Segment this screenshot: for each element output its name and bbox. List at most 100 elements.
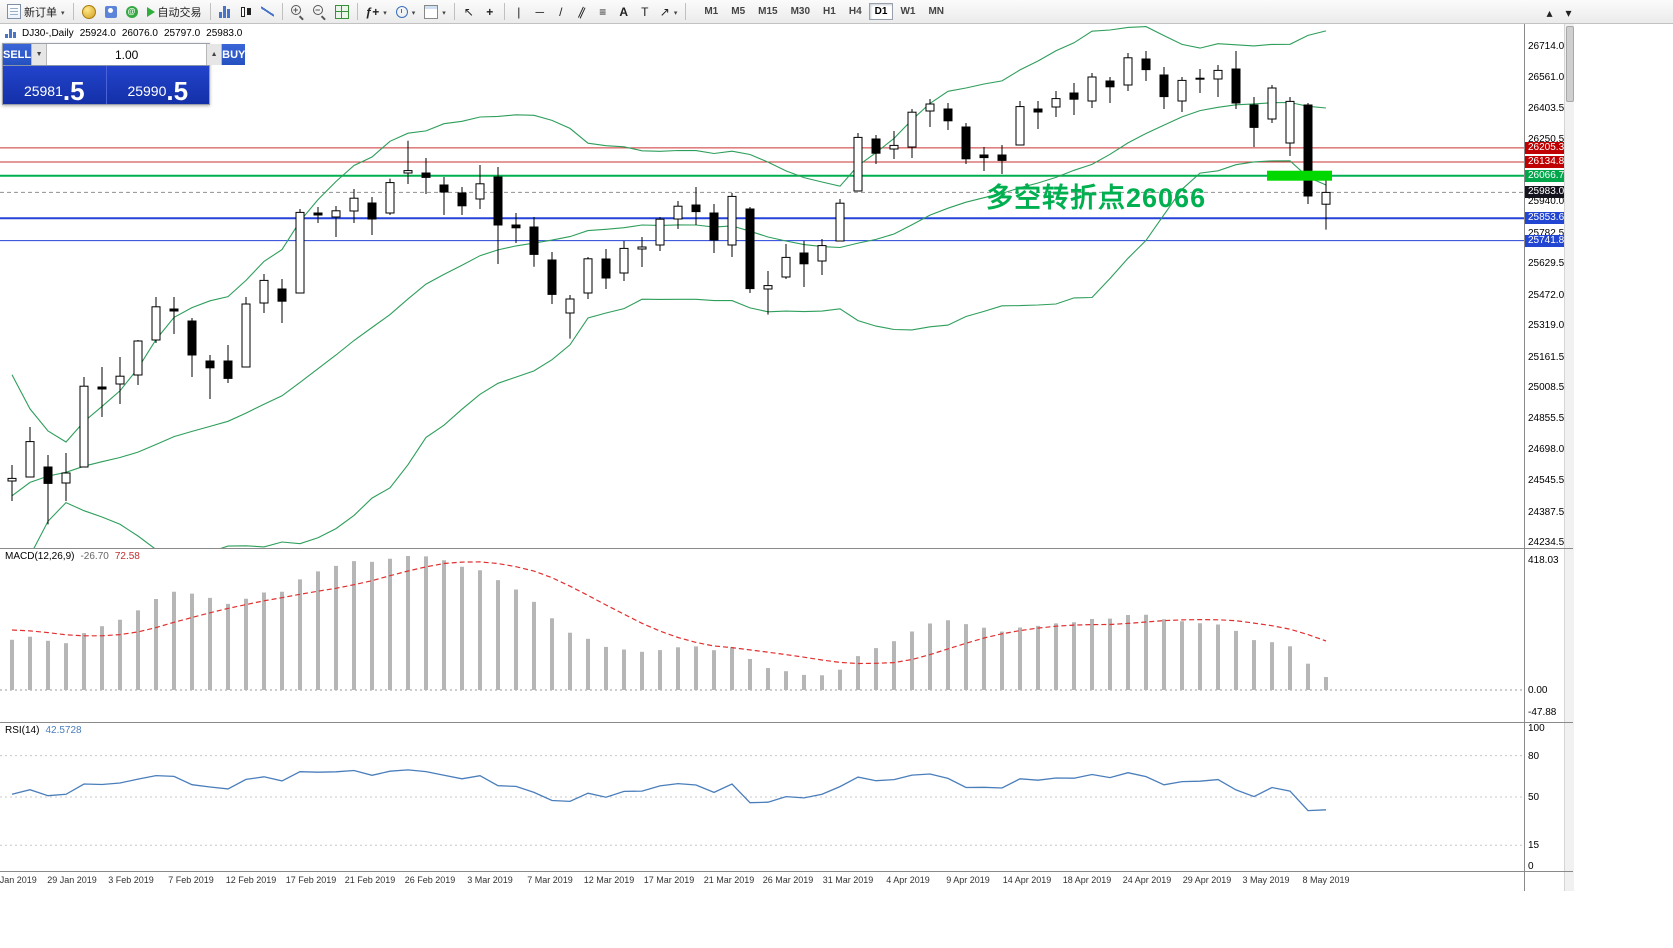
- macd-axis-label: 418.03: [1528, 555, 1559, 566]
- candle: [1015, 101, 1025, 146]
- toolbar-separator: [281, 3, 283, 20]
- autotrading-button[interactable]: 自动交易: [143, 2, 206, 22]
- channel-button[interactable]: ∥: [572, 2, 592, 22]
- volume-input[interactable]: [47, 44, 207, 65]
- candle: [133, 340, 143, 385]
- toolbar-menu-button[interactable]: ▾: [1561, 3, 1576, 23]
- date-axis[interactable]: 24 Jan 2019 29 Jan 2019 3 Feb 2019 7 Feb 20…: [0, 871, 1524, 891]
- timeframe-D1[interactable]: D1: [868, 3, 894, 20]
- sell-price-main: 25981: [23, 83, 63, 99]
- vertical-scrollbar[interactable]: [1564, 24, 1574, 891]
- candle: [1141, 51, 1151, 81]
- main-chart-panel[interactable]: DJ30-,Daily 25924.0 26076.0 25797.0 2598…: [0, 24, 1524, 548]
- candle: [1033, 101, 1043, 129]
- templates-button[interactable]: [420, 2, 450, 22]
- rsi-panel[interactable]: RSI(14) 42.5728: [0, 722, 1524, 871]
- panel-separator[interactable]: [0, 548, 1573, 549]
- candle: [1159, 67, 1169, 109]
- label-tool-button[interactable]: T: [635, 2, 655, 22]
- pivot-highlight-bar[interactable]: [1267, 170, 1332, 181]
- candlestick-button[interactable]: [236, 2, 256, 22]
- quotes-button[interactable]: [78, 2, 100, 22]
- date-label: 21 Feb 2019: [344, 875, 396, 885]
- chart-icon: [5, 29, 16, 38]
- line-chart-button[interactable]: [257, 2, 278, 22]
- date-label: 7 Mar 2019: [527, 875, 573, 885]
- price-label: 24855.5: [1528, 413, 1565, 424]
- symbol-info: DJ30-,Daily 25924.0 26076.0 25797.0 2598…: [5, 28, 242, 39]
- price-label: 24234.5: [1528, 537, 1565, 548]
- timeframe-M5[interactable]: M5: [725, 3, 751, 20]
- candle: [79, 377, 89, 468]
- price-axis[interactable]: 26714.0 26561.0 26403.5 26250.5 25940.0 25782…: [1524, 24, 1565, 891]
- scrollbar-thumb[interactable]: [1566, 26, 1574, 102]
- candle: [889, 131, 899, 159]
- ohlc-close: 25983.0: [206, 28, 243, 39]
- candle: [403, 140, 413, 184]
- timeframe-H1[interactable]: H1: [817, 3, 842, 20]
- rsi-chart: [0, 755, 1524, 846]
- toolbar-overflow: ▴ ▾: [1542, 3, 1576, 23]
- price-label: 25319.0: [1528, 320, 1565, 331]
- panel-separator[interactable]: [0, 722, 1573, 723]
- price-label: 25161.5: [1528, 352, 1565, 363]
- trend-annotation[interactable]: 多空转折点26066: [986, 183, 1207, 213]
- timeframe-MN[interactable]: MN: [922, 3, 950, 20]
- new-order-icon: [7, 4, 21, 19]
- tile-windows-button[interactable]: [331, 2, 353, 22]
- vertical-line-button[interactable]: |: [509, 2, 529, 22]
- candle: [853, 133, 863, 192]
- price-label: 24698.0: [1528, 444, 1565, 455]
- candle: [583, 257, 593, 299]
- fibonacci-button[interactable]: ≡: [593, 2, 613, 22]
- timeframe-H4[interactable]: H4: [843, 3, 868, 20]
- rsi-axis-label: 50: [1528, 792, 1540, 803]
- macd-panel[interactable]: MACD(12,26,9) -26.70 72.58: [0, 548, 1524, 722]
- timeframe-M15[interactable]: M15: [752, 3, 783, 20]
- bar-chart-button[interactable]: [215, 2, 235, 22]
- indicators-button[interactable]: ƒ+: [362, 2, 391, 22]
- trendline-button[interactable]: /: [551, 2, 571, 22]
- bollinger-middle: [11, 101, 1327, 497]
- rsi-label: RSI(14) 42.5728: [5, 725, 82, 736]
- toolbar-scroll-up-button[interactable]: ▴: [1542, 3, 1557, 23]
- bollinger-upper: [11, 26, 1327, 443]
- buy-price-main: 25990: [127, 83, 167, 99]
- rsi-axis-label: 100: [1528, 723, 1545, 734]
- date-label: 3 Mar 2019: [467, 875, 513, 885]
- cursor-icon: ↖: [463, 4, 474, 19]
- periods-button[interactable]: [392, 2, 420, 22]
- candle: [493, 167, 503, 264]
- rsi-line: [11, 769, 1327, 812]
- candle: [1321, 173, 1331, 230]
- new-order-button[interactable]: 新订单: [3, 2, 69, 22]
- sell-button[interactable]: SELL: [3, 44, 32, 65]
- panel-separator[interactable]: [0, 871, 1573, 872]
- candle: [1105, 77, 1115, 103]
- volume-down-button[interactable]: ▼: [31, 44, 48, 65]
- crosshair-button[interactable]: +: [480, 2, 500, 22]
- date-label: 12 Feb 2019: [225, 875, 277, 885]
- zoom-in-button[interactable]: +: [287, 2, 308, 22]
- sell-price[interactable]: 25981.5: [3, 66, 106, 104]
- shapes-button[interactable]: ↗: [656, 2, 682, 22]
- candle: [151, 297, 161, 343]
- buy-price[interactable]: 25990.5: [105, 66, 210, 104]
- timeframe-W1[interactable]: W1: [894, 3, 921, 20]
- timeframe-M1[interactable]: M1: [698, 3, 724, 20]
- candle: [187, 318, 197, 377]
- mailbox-button[interactable]: @: [122, 2, 142, 22]
- candlestick-chart[interactable]: [0, 24, 1524, 548]
- toolbar-separator: [209, 3, 211, 20]
- timeframe-M30[interactable]: M30: [785, 3, 816, 20]
- cursor-button[interactable]: ↖: [459, 2, 479, 22]
- profile-button[interactable]: [101, 2, 121, 22]
- volume-up-button[interactable]: ▲: [206, 44, 223, 65]
- text-tool-button[interactable]: A: [614, 2, 634, 22]
- candle: [745, 207, 755, 293]
- horizontal-line-button[interactable]: ─: [530, 2, 550, 22]
- buy-button[interactable]: BUY: [222, 44, 246, 65]
- up-arrow-icon: ▴: [1546, 6, 1553, 20]
- zoom-out-button[interactable]: −: [309, 2, 330, 22]
- candle: [529, 217, 539, 267]
